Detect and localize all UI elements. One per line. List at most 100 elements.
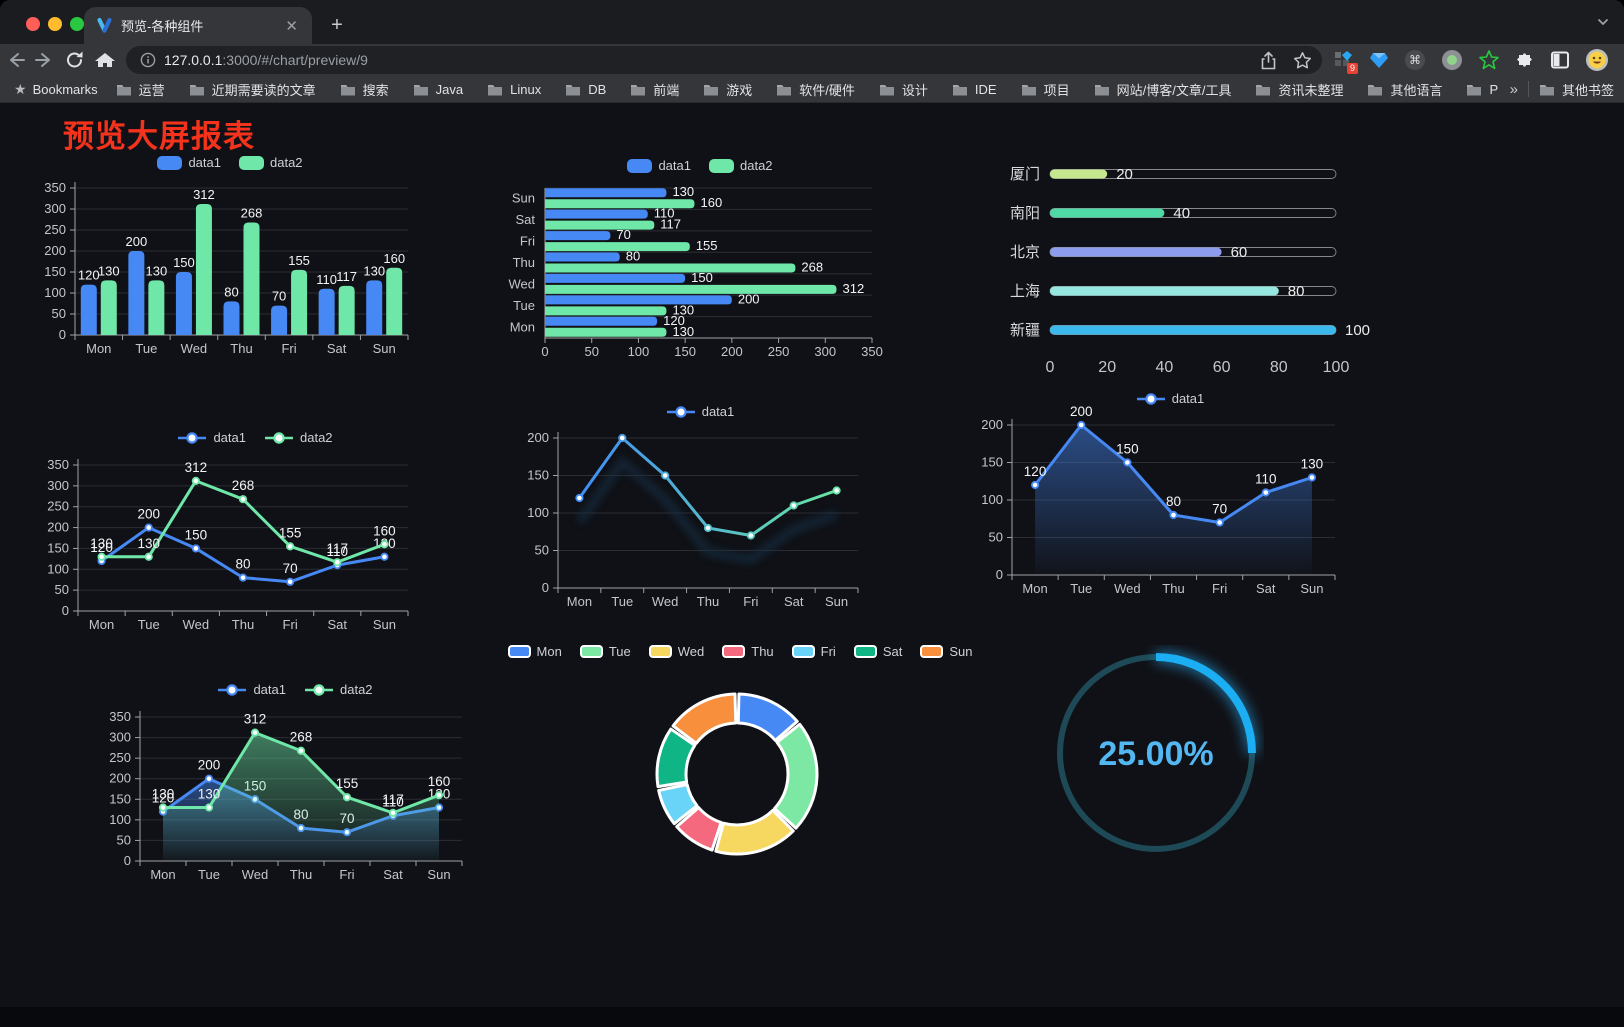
svg-text:300: 300 [44, 201, 66, 216]
legend-item-Tue[interactable]: Tue [579, 644, 631, 659]
legend-item-Thu[interactable]: Thu [722, 644, 774, 659]
bookmark-folder[interactable]: 运营 [116, 80, 165, 99]
multi-line-chart[interactable]: data1 data2 0 50 100 150 200 250 300 350 Mon Tue Wed… [40, 427, 470, 642]
svg-text:120: 120 [663, 313, 685, 328]
bookmark-folder[interactable]: 设计 [879, 80, 928, 99]
new-tab-button[interactable]: + [331, 14, 343, 36]
legend-item-data1[interactable]: data1 [627, 158, 691, 173]
svg-text:Wed: Wed [509, 276, 536, 291]
svg-text:0: 0 [62, 603, 69, 618]
legend-line-marker-icon [1136, 392, 1165, 405]
bookmarks-root-label[interactable]: Bookmarks [32, 81, 98, 97]
bookmark-folder[interactable]: DB [565, 82, 606, 97]
bookmarks-overflow-button[interactable]: » [1509, 80, 1518, 98]
capsule-progress-plot: 厦门 20 南阳 40 北京 60 上海 80 新疆 100 0 20 40 60 80 100 [1010, 166, 1370, 376]
legend-item-Fri[interactable]: Fri [791, 644, 836, 659]
grouped-bar-chart[interactable]: data1 data2 0 50 100 150 200 250 300 350 Mon Tue Wed… [30, 148, 430, 366]
chart-legend: data1 data2 [105, 682, 485, 697]
svg-text:200: 200 [981, 417, 1003, 432]
bookmark-folder[interactable]: 项目 [1021, 80, 1070, 99]
other-bookmarks-folder[interactable]: 其他书签 [1539, 80, 1614, 99]
bookmark-folder[interactable]: 近期需要读的文章 [189, 80, 316, 99]
legend-item-data1[interactable]: data1 [157, 155, 221, 170]
svg-text:Wed: Wed [242, 867, 269, 882]
donut-chart[interactable]: Mon Tue Wed Thu Fri Sat Sun [507, 636, 972, 888]
svg-text:Sat: Sat [383, 867, 403, 882]
bookmark-folder[interactable]: Java [413, 82, 463, 97]
home-icon[interactable] [90, 50, 120, 70]
svg-text:Sat: Sat [327, 341, 347, 356]
legend-item-data2[interactable]: data2 [304, 682, 373, 697]
bookmark-folder[interactable]: 前端 [630, 80, 679, 99]
legend-item-data1[interactable]: data1 [177, 430, 246, 445]
svg-text:150: 150 [44, 264, 66, 279]
side-panel-icon[interactable] [1550, 50, 1570, 70]
progress-ring-chart[interactable]: 25.00% [1048, 645, 1264, 861]
extension-badge: 9 [1346, 63, 1358, 74]
command-extension-icon[interactable]: ⌘ [1404, 49, 1426, 71]
legend-item-data2[interactable]: data2 [264, 430, 333, 445]
chart-legend: data1 [980, 391, 1360, 406]
legend-item-Wed[interactable]: Wed [648, 644, 704, 659]
legend-item-Mon[interactable]: Mon [507, 644, 562, 659]
svg-text:50: 50 [535, 543, 549, 558]
browser-tab[interactable]: 预览-各种组件 ✕ [84, 7, 312, 44]
back-icon[interactable] [0, 50, 30, 70]
forward-icon[interactable] [30, 50, 60, 70]
svg-text:160: 160 [428, 774, 451, 789]
bookmark-folder[interactable]: IDE [952, 82, 997, 97]
svg-text:150: 150 [173, 255, 195, 270]
reload-icon[interactable] [60, 50, 90, 70]
site-info-icon[interactable] [140, 52, 156, 68]
legend-item-data1[interactable]: data1 [217, 682, 286, 697]
legend-item-data2[interactable]: data2 [709, 158, 773, 173]
minimize-window-button[interactable] [48, 17, 62, 31]
two-series-line-plot: 0 50 100 150 200 250 300 350 Mon Tue Wed Thu Fri Sat S… [47, 457, 409, 632]
horizontal-bar-chart[interactable]: data1 data2 0 50 100 150 200 250 300 350 Mon 120 130… [505, 150, 895, 368]
bookmark-folder[interactable]: PHP [1466, 82, 1498, 97]
svg-text:Wed: Wed [183, 617, 210, 632]
bookmark-folder[interactable]: 其他语言 [1367, 80, 1442, 99]
tab-search-chevron-icon[interactable] [1596, 15, 1610, 29]
svg-text:110: 110 [316, 272, 337, 287]
bookmark-folder[interactable]: 网站/博客/文章/工具 [1094, 80, 1231, 99]
legend-item-data2[interactable]: data2 [239, 155, 303, 170]
svg-text:160: 160 [383, 251, 405, 266]
close-window-button[interactable] [26, 17, 40, 31]
bookmark-folder[interactable]: 软件/硬件 [776, 80, 855, 99]
svg-text:110: 110 [382, 795, 404, 810]
svg-text:250: 250 [44, 222, 66, 237]
gradient-line-chart[interactable]: data1 0 50 100 150 200 Mon Tue Wed Thu Fri Sat Sun [505, 402, 895, 617]
bookmark-folder[interactable]: 游戏 [703, 80, 752, 99]
svg-text:350: 350 [109, 709, 131, 724]
svg-text:117: 117 [660, 217, 681, 232]
bookmark-folder[interactable]: 搜索 [340, 80, 389, 99]
area-line-chart[interactable]: data1 0 50 100 150 200 Mon Tue Wed Thu Fri Sat Sun 12… [980, 388, 1360, 601]
recorder-extension-icon[interactable] [1441, 49, 1463, 71]
bookmark-folder[interactable]: Linux [487, 82, 541, 97]
svg-text:200: 200 [47, 520, 69, 535]
chart-legend: data1 data2 [30, 155, 430, 170]
profile-avatar[interactable] [1585, 48, 1609, 72]
folder-icon [1256, 84, 1271, 95]
svg-text:200: 200 [527, 430, 549, 445]
bookmark-star-icon[interactable] [1293, 51, 1312, 70]
legend-item-data1[interactable]: data1 [666, 404, 734, 419]
proxy-extension-icon[interactable]: 9 [1334, 50, 1358, 74]
tab-close-icon[interactable]: ✕ [285, 17, 298, 35]
fullscreen-window-button[interactable] [70, 17, 84, 31]
svg-text:120: 120 [1024, 464, 1047, 479]
url-field[interactable]: 127.0.0.1:3000/#/chart/preview/9 [126, 46, 1322, 74]
capsule-progress-chart[interactable]: 厦门 20 南阳 40 北京 60 上海 80 新疆 100 0 20 40 60 80 100 [990, 150, 1380, 390]
gem-extension-icon[interactable] [1369, 50, 1389, 70]
dual-area-line-chart[interactable]: data1 data2 0 50 100 150 200 250 300 350 Mon Tue Wed… [105, 677, 485, 893]
share-icon[interactable] [1260, 51, 1277, 70]
star-extension-icon[interactable] [1478, 49, 1500, 71]
bookmark-folder[interactable]: 资讯未整理 [1255, 80, 1343, 99]
legend-item-Sun[interactable]: Sun [920, 644, 972, 659]
extensions-puzzle-icon[interactable] [1515, 50, 1535, 70]
legend-item-data1[interactable]: data1 [1136, 391, 1204, 406]
svg-text:80: 80 [224, 284, 238, 299]
legend-item-Sat[interactable]: Sat [853, 644, 902, 659]
bookmarks-star-icon[interactable]: ★ [14, 80, 27, 97]
